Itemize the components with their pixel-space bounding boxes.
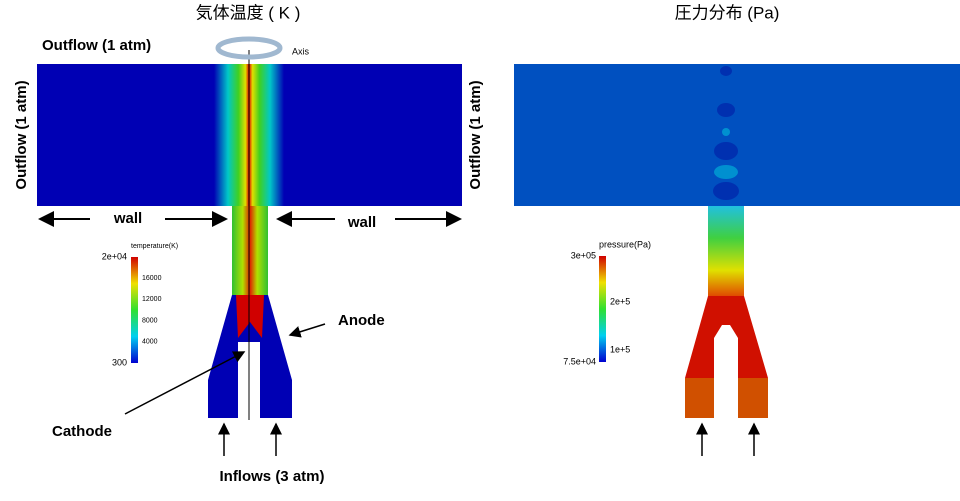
panel-title: 圧力分布 (Pa) bbox=[675, 3, 780, 22]
colorbar-title: pressure(Pa) bbox=[599, 239, 651, 249]
colorbar-tick-label: 2e+5 bbox=[610, 296, 630, 306]
inflows-label: Inflows (3 atm) bbox=[219, 468, 324, 485]
outflow-label: Outflow (1 atm) bbox=[13, 80, 30, 189]
colorbar-tick-label: 300 bbox=[112, 357, 127, 367]
outflow-label: Outflow (1 atm) bbox=[42, 37, 151, 54]
wall-label: wall bbox=[347, 214, 376, 231]
colorbar-tick-label: 16000 bbox=[142, 275, 162, 282]
colorbar-tick-label: 4000 bbox=[142, 339, 158, 346]
domain bbox=[514, 64, 960, 206]
arc-core bbox=[236, 295, 264, 338]
arrow bbox=[124, 351, 246, 415]
blob bbox=[714, 142, 738, 160]
colorbar-tick-label: 1e+5 bbox=[610, 344, 630, 354]
arrow bbox=[288, 323, 326, 338]
nozzle-base bbox=[685, 378, 714, 418]
wall-label: wall bbox=[113, 210, 142, 227]
blob bbox=[713, 182, 739, 200]
blob bbox=[714, 165, 738, 179]
colorbar-title: temperature(K) bbox=[131, 243, 178, 250]
nozzle bbox=[208, 295, 292, 418]
colorbar-tick-label: 7.5e+04 bbox=[563, 356, 596, 366]
colorbar-tick-label: 2e+04 bbox=[102, 251, 127, 261]
colorbar bbox=[131, 257, 138, 363]
channel bbox=[708, 206, 744, 298]
panel-title: 気体温度 ( K ) bbox=[196, 3, 301, 22]
outflow-label: Outflow (1 atm) bbox=[467, 80, 484, 189]
colorbar-tick-label: 8000 bbox=[142, 317, 158, 324]
blob bbox=[720, 66, 732, 76]
colorbar-tick-label: 12000 bbox=[142, 296, 162, 303]
nozzle-base bbox=[738, 378, 768, 418]
cathode-label: Cathode bbox=[52, 423, 112, 440]
colorbar bbox=[599, 256, 606, 362]
anode-label: Anode bbox=[338, 312, 385, 329]
blob bbox=[722, 128, 730, 136]
colorbar-tick-label: 3e+05 bbox=[571, 250, 596, 260]
blob bbox=[717, 103, 735, 117]
axis-label: Axis bbox=[292, 46, 310, 56]
channel bbox=[232, 206, 268, 298]
axis-ring bbox=[215, 36, 283, 60]
